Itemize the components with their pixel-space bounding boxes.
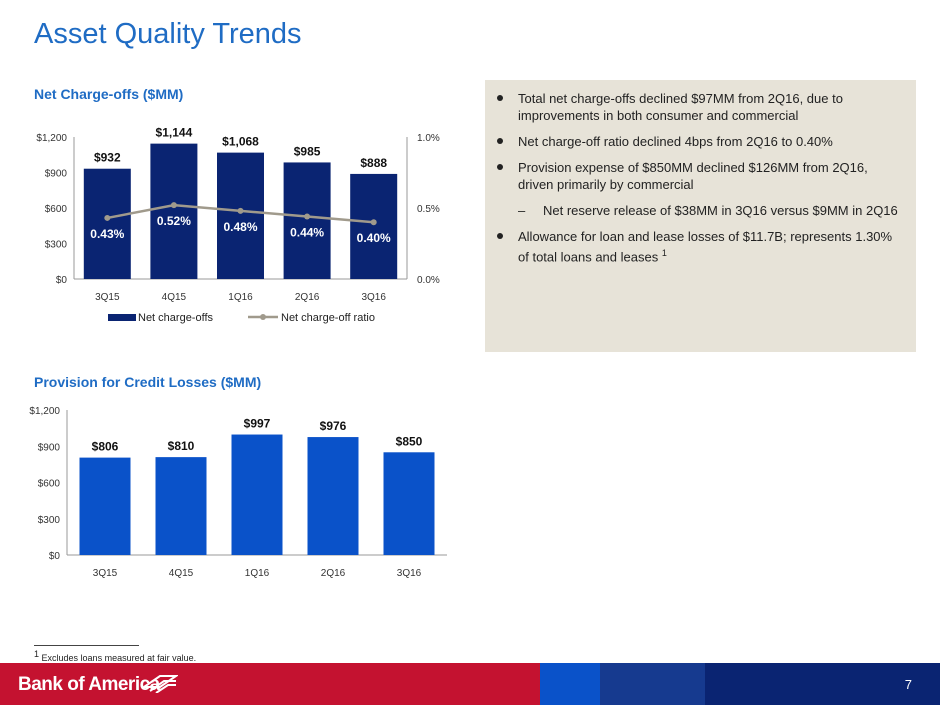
y2-tick-label: 0.0% [417, 275, 440, 286]
bullet-dot-icon [497, 164, 503, 170]
legend-bar-swatch [108, 314, 136, 321]
y-tick-label: $900 [45, 169, 68, 180]
x-tick-label: 3Q15 [95, 292, 120, 303]
bar [231, 434, 283, 555]
legend-line-label: Net charge-off ratio [281, 312, 375, 324]
bullet-item: Allowance for loan and lease losses of $… [485, 228, 916, 265]
x-tick-label: 3Q16 [397, 568, 422, 579]
bar-data-label: $888 [360, 156, 387, 170]
bullet-dot-icon [497, 138, 503, 144]
y-tick-label: $300 [45, 240, 68, 251]
bar-data-label: $932 [94, 151, 121, 165]
bar-data-label: $976 [320, 419, 347, 433]
legend-line-marker [260, 314, 266, 320]
sub-bullet-item: – Net reserve release of $38MM in 3Q16 ve… [518, 203, 898, 218]
bar-data-label: $985 [294, 144, 321, 158]
x-tick-label: 2Q16 [295, 292, 320, 303]
y-tick-label: $1,200 [36, 133, 67, 144]
footnote-divider [34, 645, 139, 646]
x-tick-label: 1Q16 [228, 292, 253, 303]
commentary-bullets: Total net charge-offs declined $97MM fro… [485, 90, 916, 274]
bar [217, 152, 264, 279]
y-tick-label: $1,200 [29, 406, 60, 417]
bar [307, 437, 359, 555]
flag-logo-icon [142, 675, 178, 693]
bar-data-label: $810 [168, 439, 195, 453]
dash-icon: – [518, 203, 526, 218]
bar-data-label: $806 [92, 440, 119, 454]
y2-tick-label: 0.5% [417, 204, 440, 215]
footer-band [0, 663, 940, 705]
ratio-data-label: 0.44% [290, 226, 324, 240]
provision-chart: $0 $300 $600 $900 $1,200 $806 3Q15 $810 4Q15 $997… [29, 406, 447, 579]
bar [350, 173, 398, 279]
x-tick-label: 4Q15 [162, 292, 187, 303]
x-tick-label: 3Q16 [361, 292, 386, 303]
y-tick-label: $600 [38, 479, 61, 490]
y-tick-label: $0 [49, 551, 61, 562]
y-tick-label: $600 [45, 204, 68, 215]
bullet-item: Provision expense of $850MM declined $12… [485, 159, 916, 193]
bullet-dot-icon [497, 95, 503, 101]
bar [283, 162, 331, 279]
bar [155, 457, 207, 555]
y-tick-label: $0 [56, 275, 68, 286]
y2-tick-label: 1.0% [417, 133, 440, 144]
legend-bar-label: Net charge-offs [138, 312, 214, 324]
bar [83, 168, 131, 279]
x-tick-label: 3Q15 [93, 568, 118, 579]
ratio-data-label: 0.48% [223, 220, 257, 234]
bar-data-label: $1,068 [222, 135, 259, 149]
x-tick-label: 1Q16 [245, 568, 270, 579]
net-chargeoffs-title: Net Charge-offs ($MM) [34, 86, 184, 102]
footnote: 1 Excludes loans measured at fair value. [34, 649, 197, 663]
footnote-ref: 1 [661, 248, 667, 258]
ratio-point [370, 219, 377, 226]
ratio-point [104, 214, 111, 221]
provision-title: Provision for Credit Losses ($MM) [34, 374, 262, 390]
y-tick-label: $900 [38, 442, 61, 453]
x-tick-label: 4Q15 [169, 568, 194, 579]
ratio-data-label: 0.40% [357, 231, 391, 245]
bar [383, 452, 435, 555]
bar-data-label: $997 [244, 417, 271, 431]
brand-logo-text: Bank of America [18, 674, 160, 695]
ratio-point [237, 207, 244, 214]
bar [79, 457, 131, 555]
commentary-panel [485, 80, 916, 352]
net-chargeoffs-chart: $0 $300 $600 $900 $1,200 0.0% 0.5% 1.0% $932 3Q15… [36, 126, 440, 324]
y-tick-label: $300 [38, 515, 61, 526]
bar-data-label: $850 [396, 434, 423, 448]
x-tick-label: 2Q16 [321, 568, 346, 579]
page-title: Asset Quality Trends [34, 18, 302, 50]
bar [150, 143, 198, 279]
bullet-item: Total net charge-offs declined $97MM fro… [485, 90, 916, 124]
ratio-point [304, 213, 311, 220]
ratio-data-label: 0.43% [90, 227, 124, 241]
bullet-item: Net charge-off ratio declined 4bps from … [485, 133, 916, 150]
bullet-dot-icon [497, 233, 503, 239]
ratio-point [170, 202, 177, 209]
ratio-data-label: 0.52% [157, 214, 191, 228]
footer: Bank of America 7 [0, 663, 940, 705]
page-number: 7 [904, 677, 912, 692]
bar-data-label: $1,144 [156, 126, 193, 140]
